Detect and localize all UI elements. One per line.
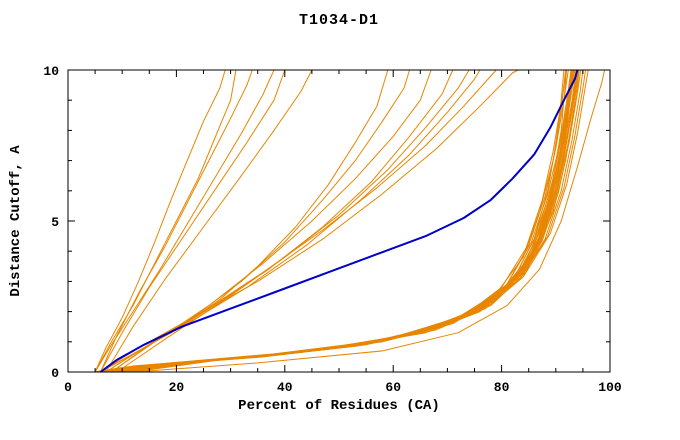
orange-series-line <box>132 69 606 373</box>
x-tick-label: 60 <box>385 380 401 395</box>
orange-series-line <box>105 69 313 373</box>
x-tick-label: 20 <box>169 380 185 395</box>
x-tick-label: 40 <box>277 380 293 395</box>
orange-series-line <box>122 69 582 373</box>
orange-series-line <box>100 69 454 373</box>
orange-series-line <box>105 69 481 373</box>
y-tick-label: 10 <box>43 64 59 79</box>
orange-series-line <box>100 69 565 373</box>
plot-frame <box>67 69 611 373</box>
orange-series-line <box>94 69 226 373</box>
orange-series-line <box>100 69 575 373</box>
y-axis-label: Distance Cutoff, A <box>8 145 24 297</box>
orange-series-line <box>116 69 580 373</box>
orange-series-line <box>127 69 584 373</box>
orange-series-line <box>132 69 589 373</box>
orange-series-line <box>127 69 587 373</box>
x-tick-label: 80 <box>494 380 510 395</box>
orange-series-line <box>105 69 568 373</box>
orange-series-line <box>105 69 410 373</box>
orange-series-line <box>94 69 237 373</box>
orange-series-line <box>95 69 572 373</box>
orange-series-line <box>116 69 470 373</box>
orange-series-line <box>122 69 578 373</box>
y-tick-label: 5 <box>51 215 59 230</box>
orange-series-line <box>100 69 574 373</box>
orange-series-line <box>100 69 519 373</box>
x-axis-label: Percent of Residues (CA) <box>238 398 440 414</box>
orange-series-line <box>111 69 432 373</box>
orange-series-line <box>100 69 389 373</box>
blue-series-line <box>99 69 579 373</box>
orange-series-line <box>100 69 286 373</box>
orange-series-line <box>100 69 573 373</box>
x-tick-label: 0 <box>64 380 72 395</box>
orange-series-line <box>100 69 574 373</box>
chart-title: T1034-D1 <box>298 12 379 29</box>
orange-series-line <box>100 69 253 373</box>
y-tick-label: 0 <box>51 366 59 381</box>
orange-series-line <box>94 69 275 373</box>
orange-series-line <box>95 69 567 373</box>
x-tick-label: 100 <box>598 380 622 395</box>
